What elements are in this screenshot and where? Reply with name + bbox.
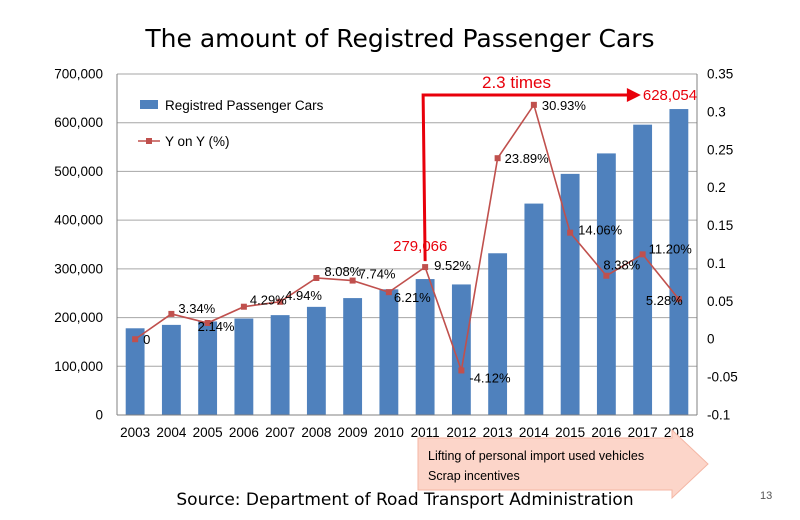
bar	[271, 315, 290, 415]
x-tick-label: 2010	[374, 425, 404, 440]
yoy-marker	[241, 304, 247, 310]
yoy-marker	[458, 367, 464, 373]
bar	[162, 325, 181, 415]
bar	[379, 289, 398, 415]
y-right-tick-label: 0	[707, 332, 715, 347]
yoy-marker	[386, 289, 392, 295]
bar	[488, 253, 507, 415]
bar	[597, 153, 616, 415]
yoy-marker	[531, 102, 537, 108]
yoy-marker	[422, 264, 428, 270]
y-right-tick-label: 0.3	[707, 104, 726, 119]
y-left-tick-label: 600,000	[54, 115, 103, 130]
y-left-tick-label: 100,000	[54, 359, 103, 374]
y-right-tick-label: -0.1	[707, 408, 730, 423]
value-label-2011: 279,066	[393, 238, 447, 255]
x-tick-label: 2014	[519, 425, 550, 440]
bar	[343, 298, 362, 415]
yoy-marker	[495, 155, 501, 161]
source-note: Source: Department of Road Transport Adm…	[0, 490, 800, 510]
y-right-tick-label: 0.25	[707, 142, 733, 157]
x-tick-label: 2015	[555, 425, 585, 440]
yoy-marker	[168, 311, 174, 317]
y-left-tick-label: 400,000	[54, 213, 103, 228]
x-tick-label: 2012	[446, 425, 476, 440]
y-right-tick-label: 0.05	[707, 294, 733, 309]
bar	[524, 204, 543, 415]
x-tick-label: 2009	[338, 425, 368, 440]
yoy-data-label: 0	[143, 332, 150, 347]
yoy-data-label: 9.52%	[434, 258, 471, 273]
y-right-tick-label: 0.35	[707, 67, 733, 82]
yoy-data-label: 3.34%	[178, 301, 215, 316]
legend-bar-swatch	[140, 100, 158, 109]
yoy-data-label: 30.93%	[542, 98, 587, 113]
legend-bar-label: Registred Passenger Cars	[165, 98, 324, 113]
yoy-data-label: 4.94%	[285, 288, 322, 303]
yoy-data-label: 8.38%	[603, 258, 640, 273]
x-tick-label: 2007	[265, 425, 295, 440]
yoy-data-label: 11.20%	[649, 241, 693, 256]
x-tick-label: 2008	[301, 425, 331, 440]
value-label-2018: 628,054	[643, 87, 697, 104]
y-right-tick-label: -0.05	[707, 370, 738, 385]
growth-label: 2.3 times	[482, 73, 551, 92]
slide: The amount of Registred Passenger Cars 0…	[0, 0, 800, 520]
bar	[669, 109, 688, 415]
y-right-tick-label: 0.2	[707, 180, 726, 195]
x-tick-label: 2017	[628, 425, 658, 440]
y-right-tick-label: 0.1	[707, 256, 726, 271]
yoy-data-label: -4.12%	[469, 370, 511, 385]
yoy-marker	[313, 275, 319, 281]
growth-arrowhead	[627, 88, 641, 102]
x-tick-label: 2016	[591, 425, 621, 440]
x-tick-label: 2018	[664, 425, 694, 440]
chart: 0 100,000 200,000 300,000 400,000 500,000 600,…	[0, 0, 800, 480]
page-number: 13	[760, 490, 772, 502]
legend: Registred Passenger Cars Y on Y (%)	[138, 98, 324, 149]
yoy-data-label: 2.14%	[198, 319, 235, 334]
bar	[234, 319, 253, 415]
y-left-tick-label: 500,000	[54, 164, 103, 179]
x-tick-label: 2005	[193, 425, 223, 440]
yoy-marker	[567, 230, 573, 236]
legend-line-label: Y on Y (%)	[165, 134, 230, 149]
yoy-data-label: 5.28%	[646, 293, 683, 308]
y-right-tick-label: 0.15	[707, 218, 733, 233]
x-tick-label: 2013	[483, 425, 513, 440]
y-left-tick-label: 200,000	[54, 310, 103, 325]
y-left-tick-label: 0	[95, 408, 103, 423]
x-tick-label: 2003	[120, 425, 150, 440]
yoy-marker	[603, 273, 609, 279]
y-left-tick-label: 700,000	[54, 67, 103, 82]
yoy-data-label: 4.29%	[250, 293, 287, 308]
x-tick-label: 2011	[411, 425, 440, 440]
x-tick-label: 2004	[156, 425, 187, 440]
yoy-data-label: 8.08%	[324, 264, 361, 279]
yoy-data-label: 23.89%	[505, 151, 550, 166]
legend-line-marker	[146, 138, 152, 144]
yoy-marker	[132, 336, 138, 342]
bar	[198, 321, 217, 415]
yoy-data-label: 6.21%	[394, 290, 431, 305]
y-left-tick-label: 300,000	[54, 261, 103, 276]
x-tick-label: 2006	[229, 425, 259, 440]
bar	[307, 307, 326, 415]
yoy-marker	[640, 251, 646, 257]
yoy-data-label: 14.06%	[578, 223, 623, 238]
yoy-data-label: 7.74%	[359, 267, 396, 282]
